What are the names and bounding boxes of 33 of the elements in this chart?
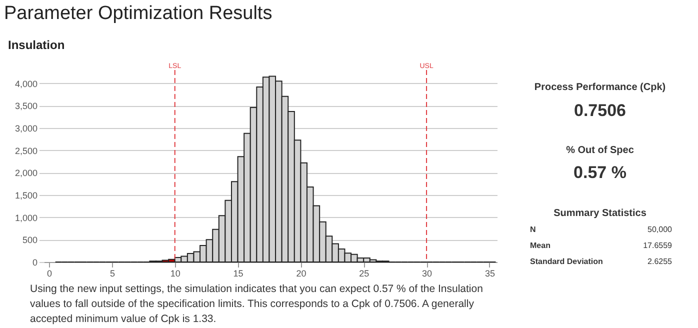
chart-title: Parameter Optimization Results bbox=[4, 3, 272, 24]
y-tick-label: 1,000 bbox=[14, 212, 38, 223]
y-tick-label: 3,500 bbox=[14, 101, 38, 112]
text: values to fall outside of the specification limits. This corresponds to a Cpk of 0.7506. A generally bbox=[30, 298, 475, 310]
x-tick-label: 0 bbox=[47, 268, 52, 278]
text: Summary Statistics bbox=[554, 208, 647, 219]
text: accepted minimum value of Cpk is 1.33. bbox=[30, 313, 216, 325]
text: 50,000 bbox=[648, 225, 673, 234]
text: Standard Deviation bbox=[530, 257, 604, 266]
text: % Out of Spec bbox=[566, 145, 634, 156]
y-tick-label: 2,000 bbox=[14, 168, 38, 178]
text: 2.6255 bbox=[648, 257, 673, 266]
y-tick-label: 0 bbox=[32, 258, 38, 268]
text: Mean bbox=[530, 241, 551, 250]
y-tick-label: 2,500 bbox=[14, 146, 38, 156]
x-tick-label: 5 bbox=[110, 268, 115, 278]
x-tick-label: 15 bbox=[233, 268, 244, 278]
x-tick-label: 10 bbox=[170, 268, 180, 278]
y-tick-label: 500 bbox=[22, 235, 38, 246]
chart-subtitle: Insulation bbox=[8, 38, 65, 52]
x-tick-label: 30 bbox=[422, 268, 432, 278]
text: 0.57 % bbox=[574, 163, 626, 182]
x-tick-label: 25 bbox=[359, 268, 370, 278]
y-tick-label: 3,000 bbox=[14, 124, 38, 134]
text: 0.7506 bbox=[574, 101, 626, 120]
y-tick-label: 1,500 bbox=[14, 190, 38, 201]
text: N bbox=[530, 225, 536, 234]
x-tick-label: 35 bbox=[484, 268, 495, 278]
y-tick-label: 4,000 bbox=[14, 78, 38, 89]
x-tick-label: 20 bbox=[296, 268, 306, 278]
text: 17.6559 bbox=[643, 241, 673, 250]
text: Using the new input settings, the simulation indicates that you can expect 0.57 % of the Insulation bbox=[30, 283, 484, 295]
text: Process Performance (Cpk) bbox=[534, 82, 666, 93]
